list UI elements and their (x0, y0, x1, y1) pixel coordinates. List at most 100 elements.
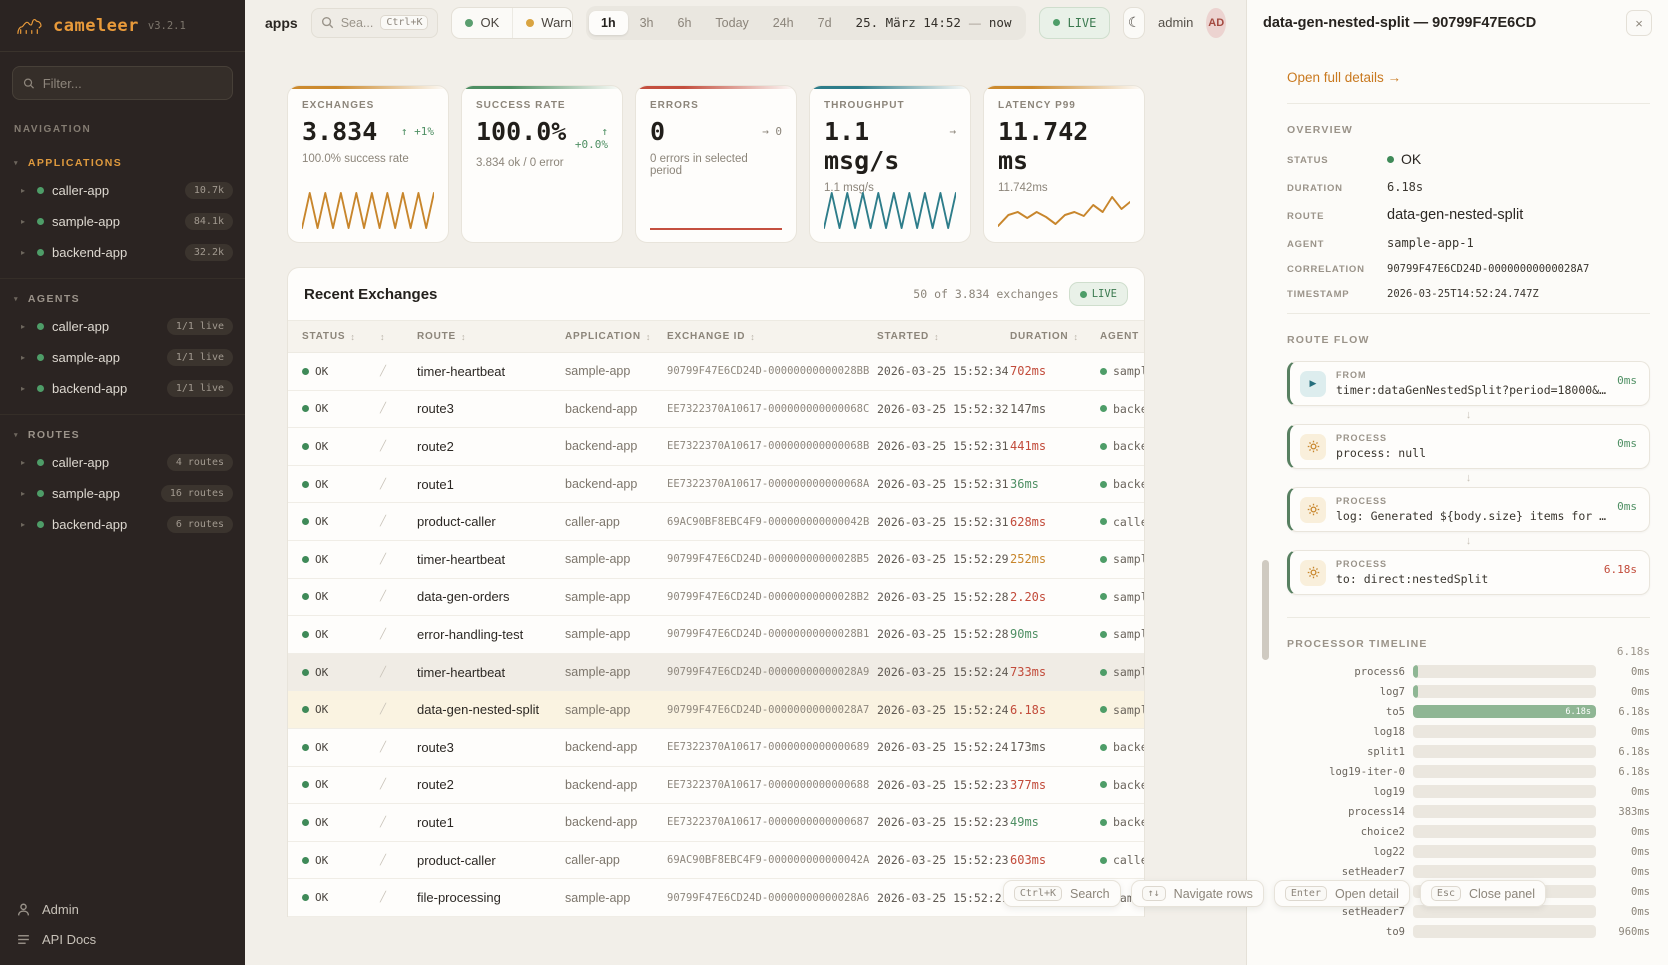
table-row-timer-heartbeat[interactable]: OK ╱ timer-heartbeat sample-app 90799F47E6CD… (288, 541, 1144, 579)
started-cell: 2026-03-25 15:52:23 (877, 815, 1009, 830)
sidebar-item-routes-caller-app[interactable]: ▸ caller-app 4 routes (0, 447, 245, 478)
column-header-status[interactable]: STATUS ↕ (302, 331, 380, 342)
close-button[interactable]: × (1626, 10, 1652, 36)
column-header-started[interactable]: STARTED ↕ (877, 331, 1010, 342)
moon-icon: ☾ (1127, 14, 1141, 30)
timeline-row-log18[interactable]: log18 0ms (1287, 725, 1650, 738)
section-header-applications[interactable]: ▾ APPLICATIONS (0, 151, 245, 175)
camel-logo-icon (17, 18, 42, 34)
trend-icon: ╱ (380, 403, 387, 415)
avatar[interactable]: AD (1206, 7, 1226, 38)
duration-cell: 252ms (1010, 552, 1047, 567)
timeline-row-to9[interactable]: to9 960ms (1287, 925, 1650, 938)
timeline-row-to5[interactable]: to5 6.18s 6.18s (1287, 705, 1650, 718)
range-button-today[interactable]: Today (715, 15, 749, 30)
agent-dot-icon (1100, 706, 1107, 714)
timeline-row-log7[interactable]: log7 0ms (1287, 685, 1650, 698)
column-header-exchange-id[interactable]: EXCHANGE ID ↕ (667, 331, 877, 342)
sidebar-item-agents-sample-app[interactable]: ▸ sample-app 1/1 live (0, 342, 245, 373)
column-header-icon[interactable]: ↕ (380, 332, 417, 342)
timeline-duration: 6.18s (1618, 765, 1650, 778)
flow-step-from-0[interactable]: ▶ FROM timer:dataGenNestedSplit?period=180… (1287, 361, 1650, 406)
timeline-row-process14[interactable]: process14 383ms (1287, 805, 1650, 818)
table-row-data-gen-nested-split[interactable]: OK ╱ data-gen-nested-split sample-app 90799F… (288, 691, 1144, 729)
flow-step-process-3[interactable]: PROCESS to: direct:nestedSplit 6.18s (1287, 550, 1650, 595)
table-row-product-caller[interactable]: OK ╱ product-caller caller-app 69AC90BF8EBC4… (288, 503, 1144, 541)
table-row-route3[interactable]: OK ╱ route3 backend-app EE7322370A10617-0000… (288, 729, 1144, 767)
date-to[interactable]: now (988, 15, 1012, 30)
item-badge: 4 routes (166, 454, 233, 471)
timeline-row-choice2[interactable]: choice2 0ms (1287, 825, 1650, 838)
range-button-24h[interactable]: 24h (772, 15, 794, 30)
live-dot-icon (1079, 290, 1087, 298)
item-badge: 1/1 live (166, 318, 233, 335)
table-row-route2[interactable]: OK ╱ route2 backend-app EE7322370A10617-0000… (288, 767, 1144, 805)
footer-item-admin[interactable]: Admin (16, 902, 229, 917)
range-button-6h[interactable]: 6h (677, 15, 692, 30)
application-cell: sample-app (565, 364, 631, 379)
timeline-row-log19[interactable]: log19 0ms (1287, 785, 1650, 798)
timeline-row-split1[interactable]: split1 6.18s (1287, 745, 1650, 758)
status-filter-warn[interactable]: Warn (512, 7, 572, 38)
status-filter-ok[interactable]: OK (452, 8, 512, 38)
overview-field-label: AGENT (1287, 239, 1325, 250)
navigation-label: NAVIGATION (14, 124, 92, 135)
open-full-details-link[interactable]: Open full details → (1287, 70, 1402, 85)
filter-input[interactable] (42, 75, 222, 91)
footer-item-label: Admin (42, 902, 79, 917)
metric-subtext: 3.834 ok / 0 error (476, 157, 564, 169)
column-header-agent[interactable]: AGENT ↕ (1100, 331, 1144, 342)
table-row-error-handling-test[interactable]: OK ╱ error-handling-test sample-app 90799F47… (288, 616, 1144, 654)
timeline-row-log19-iter-0[interactable]: log19-iter-0 6.18s (1287, 765, 1650, 778)
sidebar-item-applications-backend-app[interactable]: ▸ backend-app 32.2k (0, 237, 245, 268)
range-button-7d[interactable]: 7d (817, 15, 832, 30)
ok-dot-icon (302, 818, 309, 826)
search-box[interactable]: Sea... Ctrl+K (310, 7, 439, 38)
column-header-application[interactable]: APPLICATION ↕ (565, 331, 667, 342)
timeline-bar (1413, 665, 1419, 678)
item-label: backend-app (52, 245, 128, 260)
sidebar-filter[interactable] (12, 66, 233, 100)
table-row-route1[interactable]: OK ╱ route1 backend-app EE7322370A10617-0000… (288, 804, 1144, 842)
timeline-track (1413, 865, 1596, 878)
table-row-route2[interactable]: OK ╱ route2 backend-app EE7322370A10617-0000… (288, 428, 1144, 466)
sidebar-item-routes-sample-app[interactable]: ▸ sample-app 16 routes (0, 478, 245, 509)
live-toggle[interactable]: LIVE (1039, 6, 1111, 39)
sidebar-item-applications-caller-app[interactable]: ▸ caller-app 10.7k (0, 175, 245, 206)
table-row-data-gen-orders[interactable]: OK ╱ data-gen-orders sample-app 90799F47E6CD… (288, 579, 1144, 617)
timeline-row-log22[interactable]: log22 0ms (1287, 845, 1650, 858)
theme-toggle[interactable]: ☾ (1123, 6, 1145, 39)
ok-dot-icon (302, 856, 309, 864)
sidebar-item-agents-caller-app[interactable]: ▸ caller-app 1/1 live (0, 311, 245, 342)
table-row-timer-heartbeat[interactable]: OK ╱ timer-heartbeat sample-app 90799F47E6CD… (288, 653, 1144, 692)
flow-step-text: timer:dataGenNestedSplit?period=18000&de… (1336, 383, 1607, 397)
sidebar-item-routes-backend-app[interactable]: ▸ backend-app 6 routes (0, 509, 245, 540)
application-cell: sample-app (565, 627, 631, 642)
date-from[interactable]: 25. März 14:52 (855, 15, 961, 30)
timeline-row-process6[interactable]: process6 0ms (1287, 665, 1650, 678)
table-row-product-caller[interactable]: OK ╱ product-caller caller-app 69AC90BF8EBC4… (288, 842, 1144, 880)
sidebar-item-applications-sample-app[interactable]: ▸ sample-app 84.1k (0, 206, 245, 237)
flow-step-process-1[interactable]: PROCESS process: null 0ms (1287, 424, 1650, 469)
section-header-routes[interactable]: ▾ ROUTES (0, 423, 245, 447)
table-row-route1[interactable]: OK ╱ route1 backend-app EE7322370A10617-0000… (288, 466, 1144, 504)
range-button-1h[interactable]: 1h (589, 10, 628, 35)
sparkline-area (823, 186, 957, 232)
column-header-duration[interactable]: DURATION ↕ (1010, 331, 1100, 342)
table-row-route3[interactable]: OK ╱ route3 backend-app EE7322370A10617-0000… (288, 391, 1144, 429)
flow-step-process-2[interactable]: PROCESS log: Generated ${body.size} items… (1287, 487, 1650, 532)
table-row-timer-heartbeat[interactable]: OK ╱ timer-heartbeat sample-app 90799F47E6CD… (288, 353, 1144, 391)
footer-item-api-docs[interactable]: API Docs (16, 932, 229, 947)
column-header-route[interactable]: ROUTE ↕ (417, 331, 565, 342)
scrollbar-thumb[interactable] (1262, 560, 1269, 660)
chevron-right-icon: ▸ (21, 248, 26, 257)
status-label: OK (315, 891, 329, 905)
sidebar-item-agents-backend-app[interactable]: ▸ backend-app 1/1 live (0, 373, 245, 404)
timeline-duration: 0ms (1631, 785, 1650, 798)
app-tab[interactable]: apps (265, 14, 298, 31)
timeline-row-setheader7[interactable]: setHeader7 0ms (1287, 905, 1650, 918)
timeline-row-setheader7[interactable]: setHeader7 0ms (1287, 865, 1650, 878)
range-button-3h[interactable]: 3h (639, 15, 654, 30)
status-cell: OK (302, 703, 380, 716)
section-header-agents[interactable]: ▾ AGENTS (0, 287, 245, 311)
